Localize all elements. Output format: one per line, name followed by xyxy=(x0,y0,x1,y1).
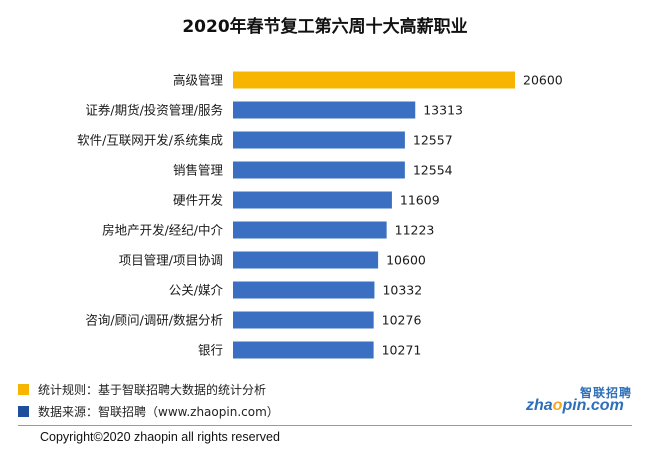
logo-cn-text: 智联招聘 xyxy=(579,386,632,400)
bar-chart: 高级管理 20600 证券/期货/投资管理/服务 13313 软件/互联网开发/系统集成… xyxy=(77,71,563,359)
category-label: 项目管理/项目协调 xyxy=(119,253,223,268)
value-label: 20600 xyxy=(523,73,563,88)
note-statistics-rule: 统计规则：基于智联招聘大数据的统计分析 xyxy=(18,381,266,398)
value-label: 10332 xyxy=(382,283,422,298)
category-label: 高级管理 xyxy=(173,73,224,88)
value-label: 12557 xyxy=(413,133,453,148)
bar xyxy=(233,341,374,359)
bar xyxy=(233,71,515,89)
copyright-text: Copyright©2020 zhaopin all rights reserv… xyxy=(40,430,280,444)
bar xyxy=(233,161,405,179)
bar xyxy=(233,191,392,209)
value-label: 10600 xyxy=(386,253,426,268)
bar xyxy=(233,251,379,269)
value-label: 10276 xyxy=(382,313,422,328)
bar xyxy=(233,281,375,299)
category-label: 硬件开发 xyxy=(173,193,224,208)
zhaopin-logo: 智联招聘 zhaopin.com xyxy=(526,384,636,418)
yellow-swatch-icon xyxy=(18,384,29,395)
logo-en-text: zhaopin.com xyxy=(526,397,624,414)
value-label: 11609 xyxy=(400,193,440,208)
category-label: 销售管理 xyxy=(173,163,224,178)
category-label: 证券/期货/投资管理/服务 xyxy=(85,103,223,118)
value-label: 13313 xyxy=(423,103,463,118)
chart-title: 2020年春节复工第六周十大高薪职业 xyxy=(182,17,468,37)
bar xyxy=(233,131,405,149)
value-label: 11223 xyxy=(395,223,435,238)
category-label: 房地产开发/经纪/中介 xyxy=(102,223,223,238)
note-statistics-rule-text: 统计规则：基于智联招聘大数据的统计分析 xyxy=(38,383,267,397)
value-label: 12554 xyxy=(413,163,453,178)
category-label: 银行 xyxy=(198,343,223,358)
bar xyxy=(233,221,387,239)
note-data-source: 数据来源：智联招聘（www.zhaopin.com） xyxy=(18,403,279,420)
bar xyxy=(233,101,416,119)
blue-swatch-icon xyxy=(18,406,29,417)
bar xyxy=(233,311,374,329)
value-label: 10271 xyxy=(382,343,422,358)
category-label: 咨询/顾问/调研/数据分析 xyxy=(85,313,223,328)
category-label: 软件/互联网开发/系统集成 xyxy=(77,133,223,148)
category-label: 公关/媒介 xyxy=(169,283,224,298)
footer-divider xyxy=(18,425,632,426)
note-data-source-text: 数据来源：智联招聘（www.zhaopin.com） xyxy=(38,405,279,419)
